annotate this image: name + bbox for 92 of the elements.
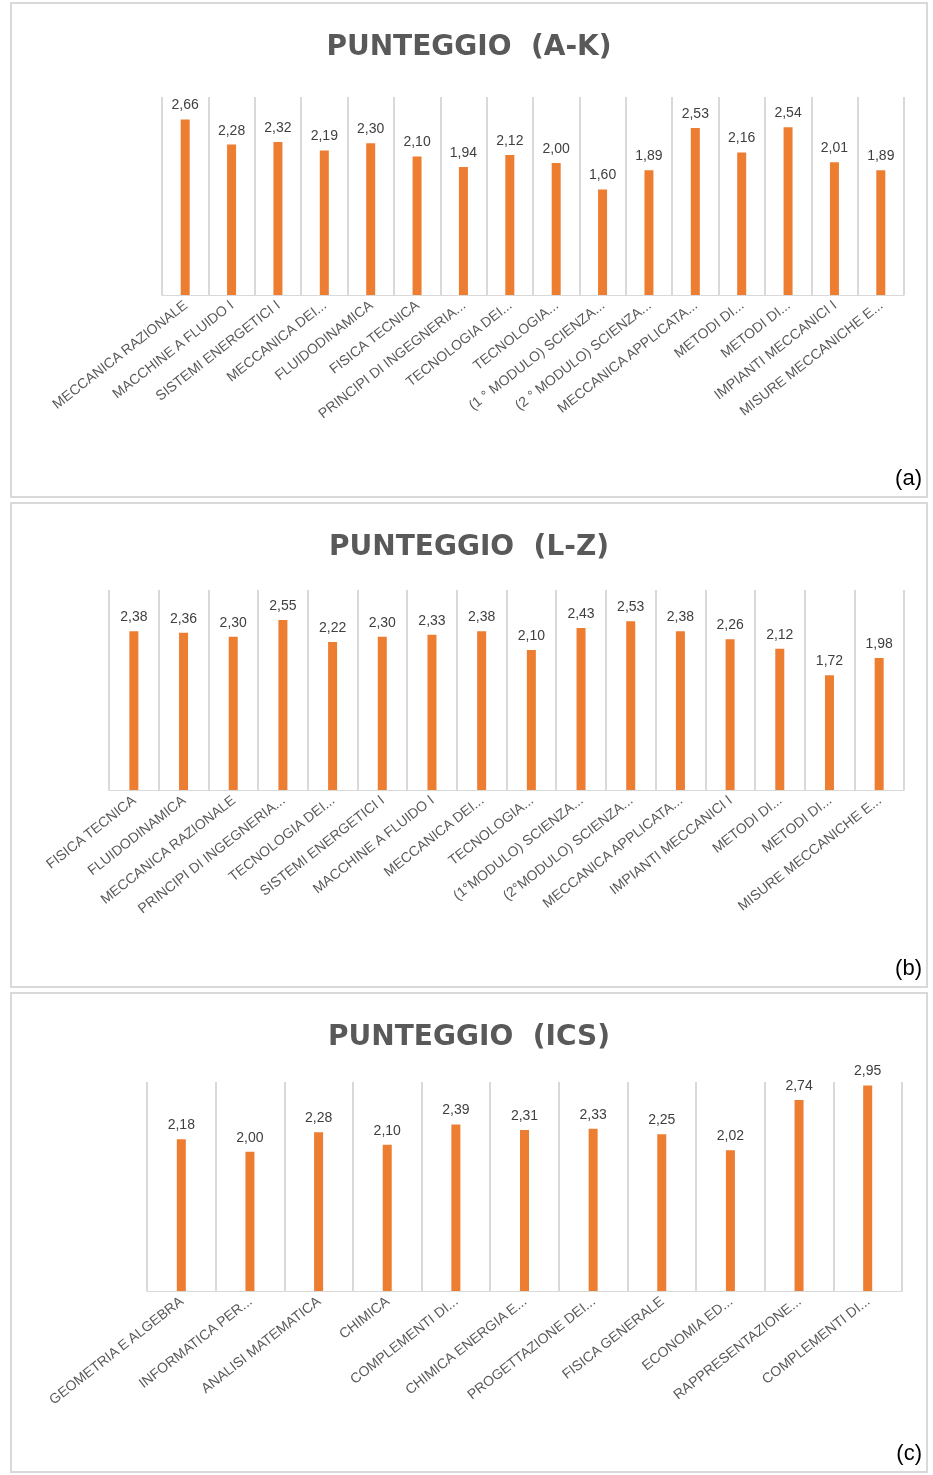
data-label: 2,33 — [418, 611, 446, 628]
bar — [129, 631, 139, 790]
data-label: 2,01 — [820, 139, 849, 156]
bar — [228, 636, 238, 790]
data-label: 2,19 — [310, 127, 339, 144]
data-label: 2,30 — [368, 613, 397, 630]
bar — [526, 650, 536, 790]
data-label: 2,53 — [681, 105, 710, 122]
text: (b) — [895, 954, 922, 980]
bar — [180, 119, 190, 295]
bar — [690, 128, 700, 295]
bar — [598, 189, 608, 295]
data-label: 1,94 — [449, 143, 478, 160]
bar — [245, 1151, 255, 1291]
data-label: 2,26 — [716, 616, 744, 633]
data-label: 2,12 — [496, 132, 524, 149]
bar — [366, 143, 376, 295]
bar — [176, 1139, 186, 1291]
data-label: 2,10 — [373, 1121, 402, 1138]
bar — [657, 1134, 667, 1291]
data-label: 2,38 — [666, 608, 695, 625]
bar — [328, 642, 338, 790]
bar — [737, 152, 747, 295]
text: (a) — [895, 464, 922, 490]
data-label: 2,95 — [854, 1062, 882, 1079]
bar — [863, 1085, 873, 1291]
bar — [829, 162, 839, 295]
data-label: 1,72 — [815, 652, 844, 669]
data-label: 2,28 — [217, 121, 246, 138]
bar — [824, 675, 834, 790]
data-label: 2,10 — [517, 627, 546, 643]
bar — [576, 628, 586, 790]
data-label: 2,22 — [318, 619, 347, 635]
data-label: 2,43 — [567, 605, 595, 621]
bar — [725, 1150, 735, 1291]
bar — [319, 150, 329, 295]
data-label: 2,53 — [617, 598, 645, 615]
data-label: 2,33 — [579, 1105, 607, 1122]
bar — [626, 621, 636, 790]
data-label: 1,89 — [635, 147, 663, 164]
data-label: 2,55 — [269, 597, 297, 613]
data-label: 2,18 — [167, 1116, 196, 1133]
data-label: 2,30 — [219, 613, 248, 630]
bar — [520, 1130, 529, 1291]
data-label: 2,66 — [171, 96, 200, 113]
bar — [794, 1100, 804, 1291]
data-label: 2,31 — [510, 1107, 539, 1124]
data-label: 2,54 — [774, 104, 802, 121]
data-label: 2,32 — [264, 118, 292, 135]
bar — [273, 141, 283, 295]
data-label: 1,98 — [865, 635, 893, 651]
bar — [477, 631, 487, 790]
bar — [783, 127, 793, 295]
data-label: 2,38 — [468, 608, 496, 625]
data-label: 2,25 — [648, 1111, 676, 1128]
data-label: 2,12 — [766, 625, 794, 642]
bar — [588, 1128, 598, 1291]
bar — [775, 648, 785, 790]
bar — [227, 144, 237, 295]
data-label: 2,38 — [120, 608, 148, 625]
data-label: 2,16 — [728, 129, 756, 146]
bar — [644, 170, 654, 295]
bar — [427, 634, 437, 790]
bar — [874, 658, 884, 790]
bar — [377, 636, 387, 790]
data-label: 2,74 — [785, 1077, 813, 1094]
bar — [505, 155, 515, 295]
bar — [551, 163, 561, 295]
bar — [451, 1124, 461, 1291]
bar — [179, 632, 189, 790]
bar — [725, 639, 735, 790]
chart-title: PUNTEGGIO (A-K) — [326, 28, 612, 62]
bar — [314, 1132, 324, 1291]
data-label: 1,89 — [867, 147, 895, 164]
bar — [278, 620, 288, 790]
chart-title: PUNTEGGIO (L-Z) — [329, 528, 609, 562]
bar — [675, 631, 685, 790]
chart-title: PUNTEGGIO (ICS) — [328, 1018, 610, 1052]
data-label: 2,36 — [169, 609, 198, 626]
data-label: 2,39 — [442, 1101, 470, 1118]
data-label: 2,10 — [403, 133, 431, 150]
bar — [412, 156, 422, 295]
bar — [876, 170, 886, 295]
data-label: 2,00 — [542, 140, 571, 156]
data-label: 2,02 — [716, 1127, 745, 1144]
text: (c) — [896, 1439, 922, 1465]
data-label: 2,00 — [236, 1128, 264, 1145]
data-label: 2,28 — [304, 1109, 333, 1126]
bar — [458, 166, 468, 295]
data-label: 2,30 — [357, 120, 385, 137]
bar — [382, 1144, 392, 1291]
data-label: 1,60 — [588, 166, 617, 183]
